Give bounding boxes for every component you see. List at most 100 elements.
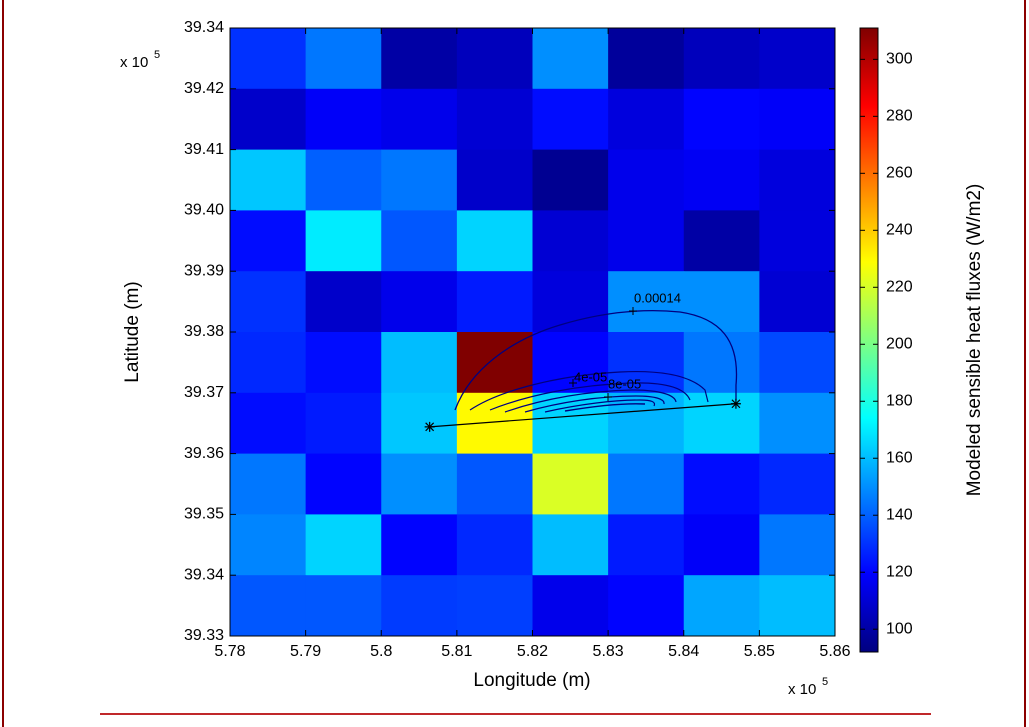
cell <box>456 88 533 151</box>
y-tick-label: 39.42 <box>184 80 224 97</box>
x-multiplier: x 10 <box>788 681 816 698</box>
cell <box>230 575 307 637</box>
x-tick-label: 5.85 <box>744 643 775 660</box>
cell <box>381 149 458 211</box>
cell <box>683 453 760 515</box>
cell <box>230 271 307 333</box>
contour <box>544 399 656 413</box>
track-line <box>429 403 736 428</box>
cell <box>532 271 609 333</box>
cell <box>683 28 760 90</box>
cell <box>230 332 307 394</box>
cell <box>381 88 458 151</box>
cell <box>381 332 458 394</box>
contour <box>454 310 738 411</box>
x-tick-label: 5.82 <box>517 643 548 660</box>
cell <box>532 453 609 515</box>
colorbar-tick-label: 140 <box>886 506 913 523</box>
heatmap <box>230 28 836 637</box>
x-tick-label: 5.86 <box>819 643 850 660</box>
colorbar <box>859 27 879 653</box>
y-tick-label: 39.38 <box>184 323 224 340</box>
cell <box>759 271 836 333</box>
contour <box>469 371 709 411</box>
cell <box>230 453 307 515</box>
y-tick-label: 39.36 <box>184 445 224 462</box>
colorbar-tick-label: 220 <box>886 279 913 296</box>
cell <box>683 575 760 637</box>
colorbar-tick-label: 200 <box>886 335 913 352</box>
cell <box>759 88 836 151</box>
colorbar-tick-label: 240 <box>886 222 913 239</box>
cell <box>230 210 307 272</box>
contour-label: 4e-05 <box>574 369 607 384</box>
contour-marker <box>569 307 637 401</box>
cell <box>532 28 609 90</box>
cell <box>683 332 760 394</box>
cell <box>683 149 760 211</box>
cell <box>381 392 458 455</box>
cell <box>305 392 382 455</box>
x-axis-label: Longitude (m) <box>473 670 590 691</box>
cell <box>305 575 382 637</box>
x-tick-label: 5.81 <box>441 643 472 660</box>
colorbar-tick-label: 160 <box>886 449 913 466</box>
cell <box>456 575 533 637</box>
cell <box>305 210 382 272</box>
contour-label: 8e-05 <box>608 376 641 391</box>
track-point <box>424 421 435 432</box>
y-axis-label: Latitude (m) <box>122 281 143 382</box>
cell <box>305 88 382 151</box>
cell <box>683 514 760 576</box>
colorbar-label: Modeled sensible heat fluxes (W/m2) <box>964 184 985 497</box>
contour <box>564 403 646 412</box>
cell <box>683 392 760 455</box>
cell <box>608 453 685 515</box>
cell <box>759 514 836 576</box>
contour <box>504 389 677 413</box>
y-tick-label: 39.33 <box>184 627 224 644</box>
cell <box>608 575 685 637</box>
cell <box>759 210 836 272</box>
cell <box>456 28 533 90</box>
y-exponent: 5 <box>154 49 160 61</box>
colorbar-tick-label: 300 <box>886 51 913 68</box>
cell <box>305 149 382 211</box>
cell <box>381 210 458 272</box>
x-tick-label: 5.78 <box>214 643 245 660</box>
cell <box>305 453 382 515</box>
cell <box>305 332 382 394</box>
y-tick-label: 39.41 <box>184 141 224 158</box>
colorbar-tick-label: 180 <box>886 392 913 409</box>
cell <box>608 271 685 333</box>
cell <box>305 514 382 576</box>
y-tick-label: 39.35 <box>184 506 224 523</box>
colorbar-tick-label: 120 <box>886 563 913 580</box>
x-tick-label: 5.83 <box>593 643 624 660</box>
cell <box>381 271 458 333</box>
overlay: 0.00014 4e-05 8e-05 <box>424 290 741 432</box>
cell <box>381 514 458 576</box>
y-tick-label: 39.37 <box>184 384 224 401</box>
contour <box>524 395 665 413</box>
cell <box>532 575 609 637</box>
cell <box>608 514 685 576</box>
cell <box>608 88 685 151</box>
x-tick-label: 5.84 <box>668 643 699 660</box>
cell <box>305 28 382 90</box>
cell <box>381 575 458 637</box>
cell <box>456 453 533 515</box>
x-exponent: 5 <box>822 676 828 688</box>
cell <box>230 28 307 90</box>
x-tick-label: 5.8 <box>370 643 392 660</box>
contour <box>489 382 691 411</box>
cell <box>532 210 609 272</box>
cell <box>683 88 760 151</box>
cell <box>456 149 533 211</box>
cell <box>230 149 307 211</box>
y-tick-label: 39.39 <box>184 262 224 279</box>
x-tick-label: 5.79 <box>290 643 321 660</box>
cell <box>759 28 836 90</box>
